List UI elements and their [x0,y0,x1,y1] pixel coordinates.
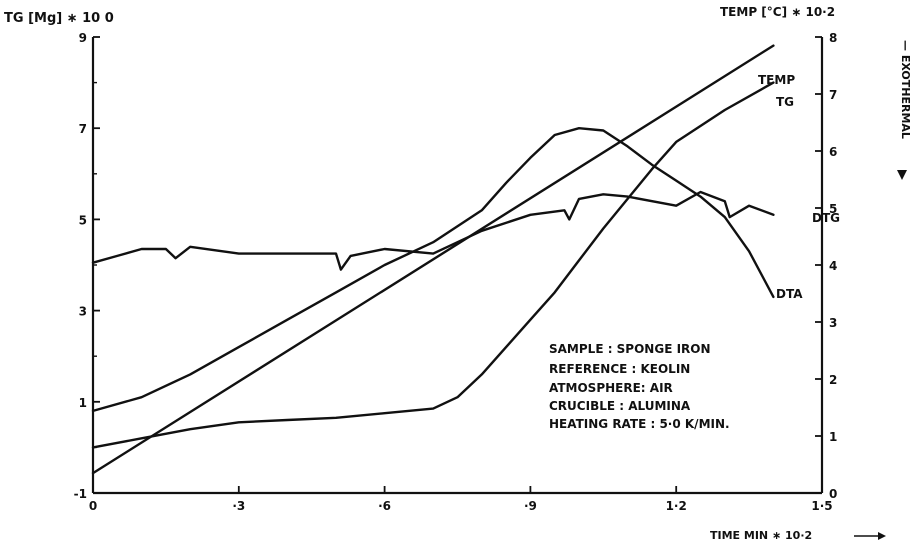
series-line-dta [91,126,775,413]
y-left-tick-label: 7 [79,122,87,136]
exothermal-label: — EXOTHERMAL [899,40,912,139]
y-right-axis-label: TEMP [°C] ∗ 10·2 [720,5,835,19]
x-tick-label: 0 [89,499,97,513]
y-left-tick-label: 9 [79,31,87,45]
y-left-tick-label: -1 [74,487,87,501]
x-axis-label: TIME MIN ∗ 10·2 [710,529,812,542]
y-right-tick-label: 3 [829,316,837,330]
annotation-heating-rate: HEATING RATE : 5·0 K/MIN. [549,417,730,431]
y-right-tick-label: 1 [829,430,837,444]
y-left-tick-label: 3 [79,305,87,319]
y-right-tick-label: 4 [829,259,837,273]
y-right-tick-label: 2 [829,373,837,387]
annotation-atmosphere: ATMOSPHERE: AIR [549,381,673,395]
sample-info-block: SAMPLE : SPONGE IRON REFERENCE : KEOLIN … [549,342,730,431]
y-right-tick-label: 6 [829,145,837,159]
y-right-tick-label: 7 [829,88,837,102]
x-tick-label: ·3 [232,499,245,513]
series-label-tg: TG [776,95,794,109]
x-tick-label: 1·5 [811,499,832,513]
y-left-tick-label: 1 [79,396,87,410]
x-tick-label: ·9 [524,499,537,513]
x-tick-label: ·6 [378,499,391,513]
series-label-dta: DTA [776,287,803,301]
x-axis-arrow-icon [854,532,886,540]
y-right-tick-label: 0 [829,487,837,501]
series-label-temp: TEMP [758,73,795,87]
y-right-tick-label: 5 [829,202,837,216]
annotation-reference: REFERENCE : KEOLIN [549,362,690,376]
y-left-tick-label: 5 [79,213,87,227]
tick-group: 0 ·3 ·6 ·9 1·2 1·5 -1 1 3 5 7 9 0 1 2 3 4 5 6 7 8 [74,31,838,513]
y-left-axis-label: TG [Mg] ∗ 10 0 [4,11,114,26]
annotation-crucible: CRUCIBLE : ALUMINA [549,399,691,413]
y-right-tick-label: 8 [829,31,837,45]
series-line-temp [91,44,775,475]
series-line-tg [91,81,775,449]
series-label-dtg: DTG [812,211,840,225]
x-tick-label: 1·2 [666,499,687,513]
annotation-sample: SAMPLE : SPONGE IRON [549,342,711,356]
series-group [91,44,775,475]
exothermal-arrow-icon [897,170,907,180]
series-line-dtg [91,190,775,271]
